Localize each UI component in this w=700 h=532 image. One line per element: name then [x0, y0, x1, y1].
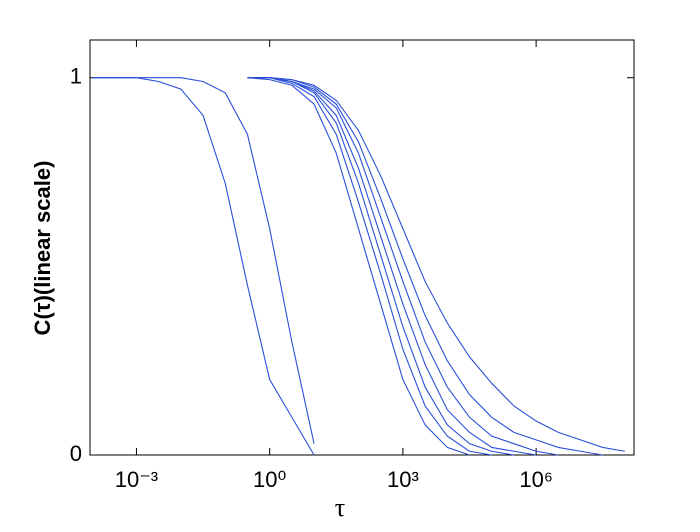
plot-frame	[89, 39, 635, 456]
x-tick-label: 10⁶	[519, 467, 553, 492]
series-line	[247, 77, 537, 456]
y-tick-label: 0	[70, 441, 82, 466]
y-axis-label: C(τ)(linear scale)	[30, 161, 55, 336]
series-line	[247, 77, 492, 456]
series-line	[247, 77, 603, 456]
series-line	[247, 77, 559, 456]
series-line	[92, 77, 315, 444]
x-tick-label: 10⁻³	[115, 467, 158, 492]
x-tick-label: 10⁰	[253, 467, 286, 492]
series-line	[92, 77, 315, 456]
x-tick-label: 10³	[387, 467, 419, 492]
series-line	[247, 77, 626, 452]
x-axis-label: τ	[335, 493, 345, 522]
series-line	[247, 77, 470, 456]
y-tick-label: 1	[70, 64, 82, 89]
